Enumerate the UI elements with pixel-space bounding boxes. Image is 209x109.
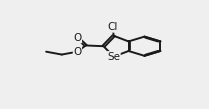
Text: Cl: Cl (108, 22, 118, 32)
Text: O: O (73, 33, 82, 43)
Text: Se: Se (107, 52, 120, 62)
Text: O: O (73, 47, 82, 57)
